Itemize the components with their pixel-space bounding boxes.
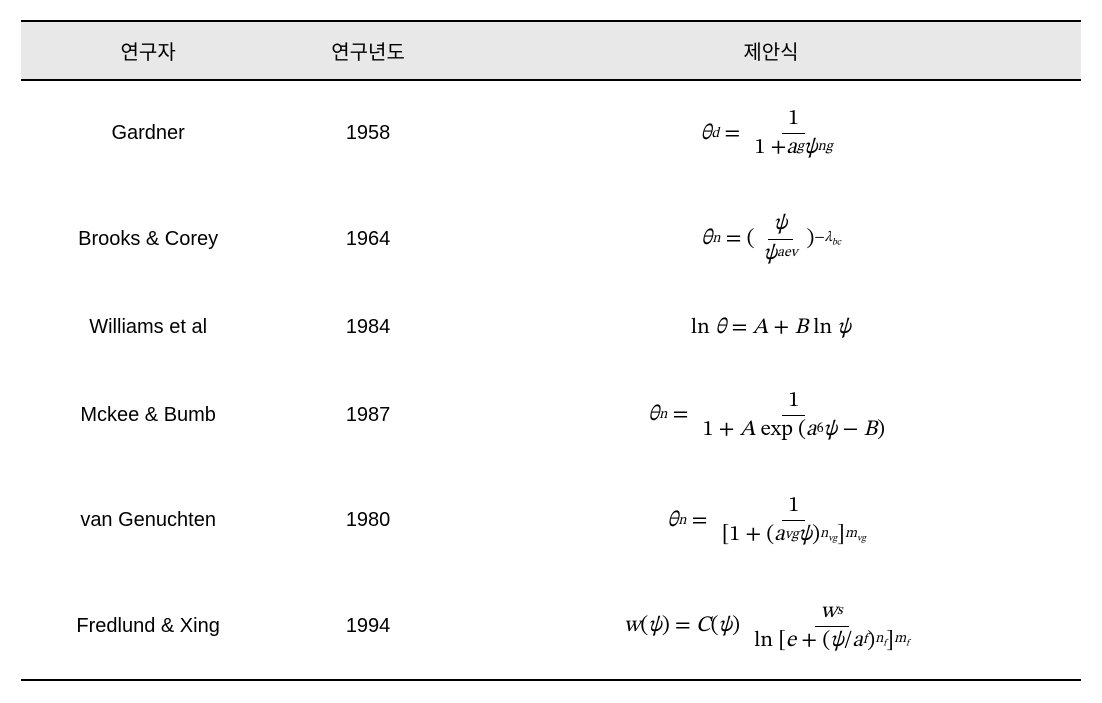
sym-psi: ψ (799, 523, 813, 547)
header-researcher: 연구자 (21, 21, 275, 80)
sub-f: f (863, 633, 867, 649)
cell-year: 1964 (275, 186, 461, 291)
cell-year: 1980 (275, 468, 461, 573)
cell-formula-fx: w(ψ) = C(ψ) ws ln [e + (ψ/af)nf]mf (461, 574, 1081, 680)
cell-formula-mckee: θn = 1 1 + A exp (a6ψ − B) (461, 363, 1081, 468)
sub-f: f (906, 639, 909, 648)
txt: [1 + ( (722, 523, 775, 547)
sub-s: s (837, 604, 843, 620)
sym-psi: ψ (764, 242, 778, 266)
sym-psi: ψ (804, 136, 818, 160)
sub-f: f (883, 639, 886, 648)
txt: ) (812, 523, 820, 547)
sym-theta: θ (648, 404, 659, 426)
cell-researcher: van Genuchten (21, 468, 275, 573)
sym-a: a (786, 136, 797, 160)
sub-g: g (797, 140, 804, 156)
table-row: Mckee & Bumb 1987 θn = 1 1 + A exp (a6ψ … (21, 363, 1081, 468)
sub-n: n (678, 514, 686, 528)
gardner-den: 1 + ag ψng (748, 134, 838, 162)
vg-den: [1 + (avgψ)nvg]mvg (716, 521, 872, 549)
cell-formula-williams: ln θ = A + B ln ψ (461, 292, 1081, 363)
table-row: Gardner 1958 θd = 1 1 + ag ψng (21, 81, 1081, 187)
cell-year: 1994 (275, 574, 461, 680)
cell-formula-vg: θn = 1 [1 + (avgψ)nvg]mvg (461, 468, 1081, 573)
sub-aev: aev (777, 246, 797, 262)
table-row: Fredlund & Xing 1994 w(ψ) = C(ψ) ws ln [… (21, 574, 1081, 680)
sup-ng: ng (817, 140, 832, 154)
cell-researcher: Williams et al (21, 292, 275, 363)
sym-theta: θ (700, 123, 711, 145)
table-row: Williams et al 1984 ln θ = A + B ln ψ (21, 292, 1081, 363)
fx-den: ln [e + (ψ/af)nf]mf (748, 627, 915, 655)
cell-year: 1984 (275, 292, 461, 363)
cell-researcher: Fredlund & Xing (21, 574, 275, 680)
vg-num: 1 (782, 492, 805, 521)
header-formula: 제안식 (461, 21, 1081, 80)
mckee-den: 1 + A exp (a6ψ − B) (697, 416, 891, 444)
sym-psi: ψ (774, 212, 788, 236)
mckee-num: 1 (782, 387, 805, 416)
sym-m: m (894, 632, 906, 646)
swcc-models-table: 연구자 연구년도 제안식 Gardner 1958 θd = 1 1 + ag (21, 20, 1081, 681)
sub-bc: bc (832, 238, 841, 247)
cell-formula-gardner: θd = 1 1 + ag ψng (461, 81, 1081, 187)
txt: ] (837, 523, 845, 547)
cell-year: 1987 (275, 363, 461, 468)
header-year: 연구년도 (275, 21, 461, 80)
sub-n: n (712, 232, 720, 246)
txt-minus: − (814, 231, 824, 245)
cell-researcher: Mckee & Bumb (21, 363, 275, 468)
sub-vg: vg (857, 534, 866, 543)
sym-theta: θ (667, 510, 678, 532)
fx-num: ws (815, 598, 849, 627)
gardner-num: 1 (782, 105, 805, 134)
sub-vg: vg (828, 534, 837, 543)
sub-n: n (659, 408, 667, 422)
sym-theta: θ (701, 228, 712, 250)
cell-year: 1958 (275, 81, 461, 187)
cell-researcher: Brooks & Corey (21, 186, 275, 291)
sym-a: a (852, 629, 863, 653)
sub-d: d (712, 127, 720, 141)
sym-m: m (845, 527, 857, 541)
sym-lambda: λ (825, 231, 832, 245)
sym-a: a (774, 523, 785, 547)
sym-w: w (821, 600, 837, 624)
cell-formula-brooks: θn = ( ψ ψaev ) −λbc (461, 186, 1081, 291)
header-row: 연구자 연구년도 제안식 (21, 21, 1081, 80)
table-row: van Genuchten 1980 θn = 1 [1 + (avgψ)nvg… (21, 468, 1081, 573)
cell-researcher: Gardner (21, 81, 275, 187)
table-row: Brooks & Corey 1964 θn = ( ψ ψaev ) −λbc (21, 186, 1081, 291)
txt: 1 + (754, 136, 786, 160)
sub-vg: vg (785, 528, 799, 544)
